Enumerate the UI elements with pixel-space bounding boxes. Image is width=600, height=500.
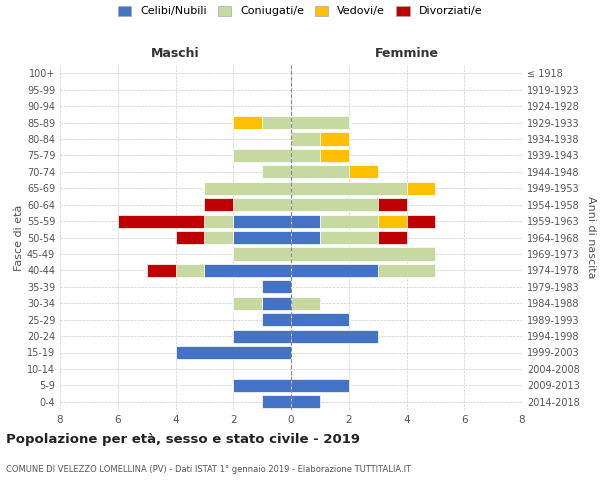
Bar	[118, 214, 205, 228]
Bar	[176, 231, 205, 244]
Bar	[262, 280, 291, 293]
Bar	[262, 395, 291, 408]
Bar	[176, 346, 291, 359]
Bar	[233, 214, 291, 228]
Bar	[291, 248, 436, 260]
Bar	[291, 182, 407, 195]
Bar	[233, 116, 262, 129]
Y-axis label: Anni di nascita: Anni di nascita	[586, 196, 596, 279]
Bar	[291, 231, 320, 244]
Bar	[233, 149, 291, 162]
Bar	[320, 231, 377, 244]
Bar	[205, 182, 291, 195]
Bar	[407, 182, 436, 195]
Bar	[320, 132, 349, 145]
Bar	[291, 116, 349, 129]
Bar	[233, 231, 291, 244]
Bar	[407, 214, 436, 228]
Bar	[205, 214, 233, 228]
Bar	[291, 198, 377, 211]
Bar	[291, 264, 377, 277]
Bar	[377, 231, 407, 244]
Text: COMUNE DI VELEZZO LOMELLINA (PV) - Dati ISTAT 1° gennaio 2019 - Elaborazione TUT: COMUNE DI VELEZZO LOMELLINA (PV) - Dati …	[6, 466, 411, 474]
Bar	[205, 264, 291, 277]
Bar	[291, 132, 320, 145]
Text: Maschi: Maschi	[151, 47, 200, 60]
Bar	[377, 214, 407, 228]
Bar	[291, 149, 320, 162]
Bar	[233, 330, 291, 342]
Bar	[377, 264, 436, 277]
Bar	[291, 165, 349, 178]
Text: Femmine: Femmine	[374, 47, 439, 60]
Bar	[262, 116, 291, 129]
Bar	[233, 296, 262, 310]
Bar	[233, 198, 291, 211]
Bar	[291, 214, 320, 228]
Bar	[262, 313, 291, 326]
Bar	[377, 198, 407, 211]
Bar	[233, 248, 291, 260]
Bar	[205, 231, 233, 244]
Legend: Celibi/Nubili, Coniugati/e, Vedovi/e, Divorziati/e: Celibi/Nubili, Coniugati/e, Vedovi/e, Di…	[118, 6, 482, 16]
Text: Popolazione per età, sesso e stato civile - 2019: Popolazione per età, sesso e stato civil…	[6, 432, 360, 446]
Bar	[349, 165, 377, 178]
Bar	[176, 264, 205, 277]
Bar	[320, 214, 377, 228]
Bar	[320, 149, 349, 162]
Bar	[291, 395, 320, 408]
Y-axis label: Fasce di età: Fasce di età	[14, 204, 24, 270]
Bar	[291, 330, 377, 342]
Bar	[205, 198, 233, 211]
Bar	[291, 313, 349, 326]
Bar	[291, 379, 349, 392]
Bar	[146, 264, 176, 277]
Bar	[233, 379, 291, 392]
Bar	[262, 165, 291, 178]
Bar	[291, 296, 320, 310]
Bar	[262, 296, 291, 310]
